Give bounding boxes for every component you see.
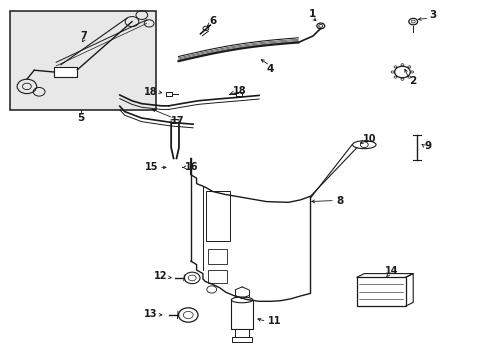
Text: 16: 16 [185,162,199,172]
Text: 10: 10 [362,134,375,144]
Text: 4: 4 [265,64,273,74]
Text: 14: 14 [384,266,397,276]
Text: 5: 5 [77,113,84,123]
Text: 3: 3 [428,10,435,20]
Text: 1: 1 [308,9,315,19]
Text: 7: 7 [81,31,87,41]
Bar [166,92,172,96]
Bar [208,270,226,283]
Ellipse shape [231,297,252,303]
Bar [232,337,251,342]
Text: 11: 11 [267,316,281,327]
Text: 8: 8 [336,195,343,206]
Text: 17: 17 [170,116,184,126]
Text: 9: 9 [424,141,430,151]
Bar [231,300,252,329]
Text: 12: 12 [153,271,167,282]
Bar [356,277,405,306]
Bar [236,92,242,96]
Bar [235,329,248,337]
Bar [208,249,226,264]
Text: 15: 15 [144,162,158,172]
Text: 18: 18 [143,87,157,97]
Text: 6: 6 [209,16,216,26]
Ellipse shape [352,141,375,149]
Text: 2: 2 [409,76,416,86]
Text: 18: 18 [232,86,246,96]
Text: 13: 13 [143,309,157,319]
Bar [10,11,156,110]
Bar [206,191,229,241]
Bar [54,67,77,77]
